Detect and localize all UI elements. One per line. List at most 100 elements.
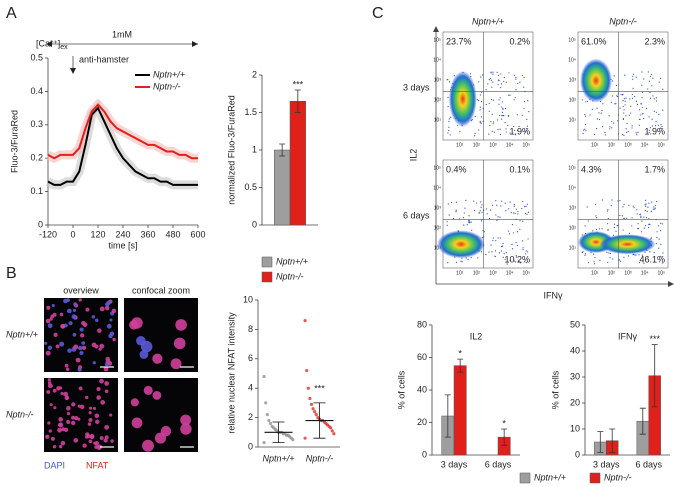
- event: [623, 256, 625, 258]
- event: [467, 258, 469, 260]
- event: [446, 221, 448, 223]
- event: [519, 228, 521, 230]
- event: [505, 251, 507, 254]
- cell: [49, 403, 53, 407]
- cell: [73, 302, 78, 307]
- event: [639, 114, 641, 116]
- event: [450, 116, 452, 118]
- dot: [264, 401, 268, 405]
- event: [492, 121, 495, 123]
- cell: [84, 435, 89, 439]
- cell: [78, 365, 83, 370]
- event: [648, 116, 650, 118]
- dot: [265, 413, 269, 417]
- event: [662, 252, 664, 254]
- event: [504, 258, 506, 260]
- event: [446, 224, 448, 226]
- event: [523, 107, 525, 110]
- event: [514, 129, 516, 131]
- event: [641, 220, 643, 222]
- event: [641, 91, 644, 93]
- y-tick-label: 0: [252, 219, 257, 229]
- event: [509, 201, 511, 203]
- event: [488, 218, 491, 220]
- event: [632, 78, 634, 80]
- cell: [112, 337, 116, 342]
- event: [584, 128, 586, 130]
- significance: *: [458, 349, 462, 359]
- quadrant-percent: 0.1%: [509, 164, 530, 174]
- event: [635, 132, 637, 134]
- y-tick-label: 10: [243, 294, 253, 304]
- cell: [45, 434, 50, 439]
- event: [509, 132, 511, 134]
- event: [631, 93, 633, 96]
- event: [611, 120, 613, 123]
- legend-swatch: [519, 472, 531, 484]
- dot: [306, 386, 310, 390]
- cell: [73, 438, 79, 443]
- event: [516, 231, 519, 233]
- event: [478, 212, 480, 214]
- event: [647, 206, 649, 208]
- cell: [47, 345, 53, 350]
- event: [643, 117, 645, 120]
- cell: [53, 406, 57, 410]
- event: [502, 256, 504, 258]
- flow-tick-label: 10¹: [456, 142, 464, 148]
- event: [498, 103, 500, 105]
- event: [635, 76, 637, 78]
- cell: [48, 429, 52, 433]
- event: [492, 73, 494, 75]
- cell: [130, 398, 139, 407]
- event: [643, 216, 645, 218]
- event: [650, 201, 653, 203]
- event: [462, 217, 464, 219]
- panel-label: A: [6, 5, 17, 22]
- event: [496, 119, 499, 121]
- stain-label: DAPI: [44, 460, 65, 470]
- event: [524, 205, 526, 208]
- event: [625, 115, 627, 117]
- event: [447, 132, 449, 134]
- cell: [67, 308, 72, 314]
- event: [505, 210, 507, 212]
- cell: [104, 424, 110, 430]
- event: [636, 103, 639, 105]
- event: [469, 221, 471, 223]
- cell: [180, 414, 192, 426]
- event: [631, 97, 634, 99]
- quadrant-percent: 61.0%: [581, 36, 607, 46]
- event: [655, 242, 657, 245]
- event: [518, 125, 520, 128]
- flow-tick-label: 10⁵: [568, 165, 576, 171]
- density: [580, 58, 612, 103]
- event: [526, 118, 528, 120]
- event: [651, 85, 653, 87]
- event: [479, 210, 481, 212]
- flow-tick-label: 10²: [473, 142, 481, 148]
- event: [647, 226, 650, 229]
- cell: [92, 361, 96, 365]
- cell: [170, 358, 182, 370]
- y-tick-label: 0.5: [30, 52, 43, 62]
- annotation: 1mM: [112, 29, 132, 39]
- cell: [66, 298, 70, 303]
- flow-tick-label: 10⁴: [506, 142, 514, 148]
- event: [485, 103, 487, 106]
- cell: [81, 345, 87, 351]
- cell: [45, 318, 51, 324]
- y-tick-label: 0: [575, 449, 580, 459]
- event: [628, 114, 630, 116]
- event: [523, 86, 525, 88]
- event: [623, 98, 625, 100]
- cell: [74, 415, 79, 421]
- event: [503, 253, 505, 255]
- event: [615, 230, 617, 232]
- event: [521, 207, 523, 210]
- y-tick-label: 8: [248, 324, 253, 334]
- event: [517, 210, 519, 213]
- event: [481, 74, 484, 76]
- quadrant-percent: 2.3%: [644, 36, 665, 46]
